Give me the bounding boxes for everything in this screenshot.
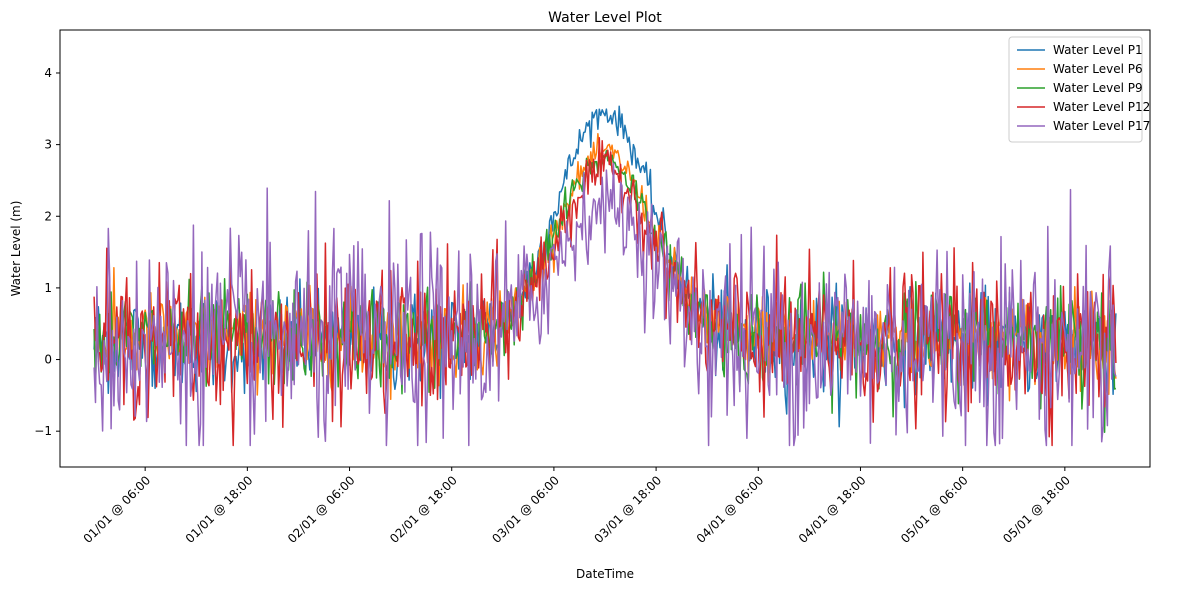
legend-entry: Water Level P17 [1053, 119, 1150, 133]
y-tick-label: 2 [44, 209, 52, 223]
x-axis-label: DateTime [576, 567, 634, 581]
x-tick-label: 03/01 @ 18:00 [592, 473, 665, 546]
legend-box [1008, 36, 1143, 143]
x-tick-label: 01/01 @ 18:00 [183, 473, 256, 546]
x-tick-label: 04/01 @ 06:00 [694, 473, 767, 546]
chart-title: Water Level Plot [548, 10, 662, 26]
x-tick-label: 02/01 @ 18:00 [387, 473, 460, 546]
x-tick-label: 05/01 @ 06:00 [898, 473, 971, 546]
y-axis-label: Water Level (m) [9, 201, 23, 297]
y-axis: −1 0 1 2 3 4 [34, 66, 60, 438]
x-tick-label: 05/01 @ 18:00 [1000, 473, 1073, 546]
legend-entry: Water Level P6 [1053, 62, 1143, 76]
x-tick-label: 03/01 @ 06:00 [489, 473, 562, 546]
y-tick-label: 4 [44, 66, 52, 80]
x-tick-label: 02/01 @ 06:00 [285, 473, 358, 546]
plot-area [59, 29, 1151, 468]
legend-entry: Water Level P9 [1053, 81, 1143, 95]
x-axis: 01/01 @ 06:00 01/01 @ 18:00 02/01 @ 06:00 0… [81, 467, 1073, 546]
plot-frame [59, 29, 1151, 468]
legend-entry: Water Level P12 [1053, 100, 1150, 114]
x-tick-label: 04/01 @ 18:00 [796, 473, 869, 546]
legend-entry: Water Level P1 [1053, 43, 1143, 57]
y-tick-label: 1 [44, 281, 52, 295]
y-tick-label: −1 [34, 424, 52, 438]
y-tick-label: 3 [44, 138, 52, 152]
legend: Water Level P1 Water Level P6 Water Level … [1008, 36, 1150, 143]
x-tick-label: 01/01 @ 06:00 [81, 473, 154, 546]
series-line-5 [93, 162, 1117, 447]
y-tick-label: 0 [44, 353, 52, 367]
